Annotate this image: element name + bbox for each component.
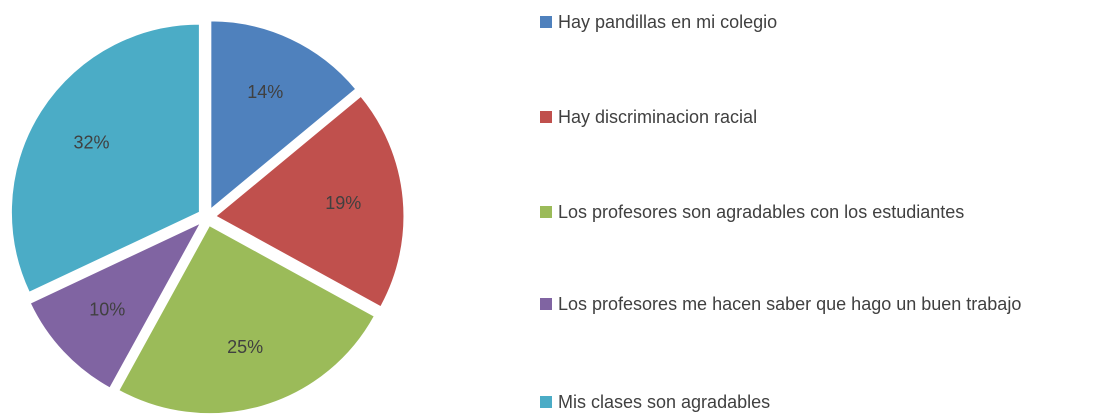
legend-item: Mis clases son agradables bbox=[540, 390, 1028, 414]
legend-swatch bbox=[540, 298, 552, 310]
legend-item: Los profesores me hacen saber que hago u… bbox=[540, 292, 1028, 316]
legend-swatch bbox=[540, 396, 552, 408]
legend-label: Los profesores son agradables con los es… bbox=[558, 202, 965, 222]
pie-slice bbox=[118, 224, 375, 415]
pie-slice bbox=[29, 222, 202, 389]
legend-swatch bbox=[540, 111, 552, 123]
legend-item: Los profesores son agradables con los es… bbox=[540, 200, 1028, 224]
pie-area: 14% 19% 25% 10% 32% bbox=[10, 20, 405, 415]
legend-swatch bbox=[540, 16, 552, 28]
pie-slice bbox=[210, 20, 357, 210]
legend-item: Hay pandillas en mi colegio bbox=[540, 10, 1028, 34]
data-label: 19% bbox=[325, 193, 361, 213]
legend-item: Hay discriminacion racial bbox=[540, 105, 1028, 129]
legend-label: Los profesores me hacen saber que hago u… bbox=[558, 294, 1022, 314]
legend-label: Hay pandillas en mi colegio bbox=[558, 12, 778, 32]
data-label: 25% bbox=[227, 337, 263, 357]
data-label: 14% bbox=[247, 82, 283, 102]
legend-label: Hay discriminacion racial bbox=[558, 107, 758, 127]
legend-label: Mis clases son agradables bbox=[558, 392, 771, 412]
data-label: 10% bbox=[89, 299, 125, 319]
pie-slice bbox=[10, 23, 200, 293]
data-label: 32% bbox=[73, 132, 109, 152]
legend-swatch bbox=[540, 206, 552, 218]
pie-slice bbox=[215, 95, 405, 308]
